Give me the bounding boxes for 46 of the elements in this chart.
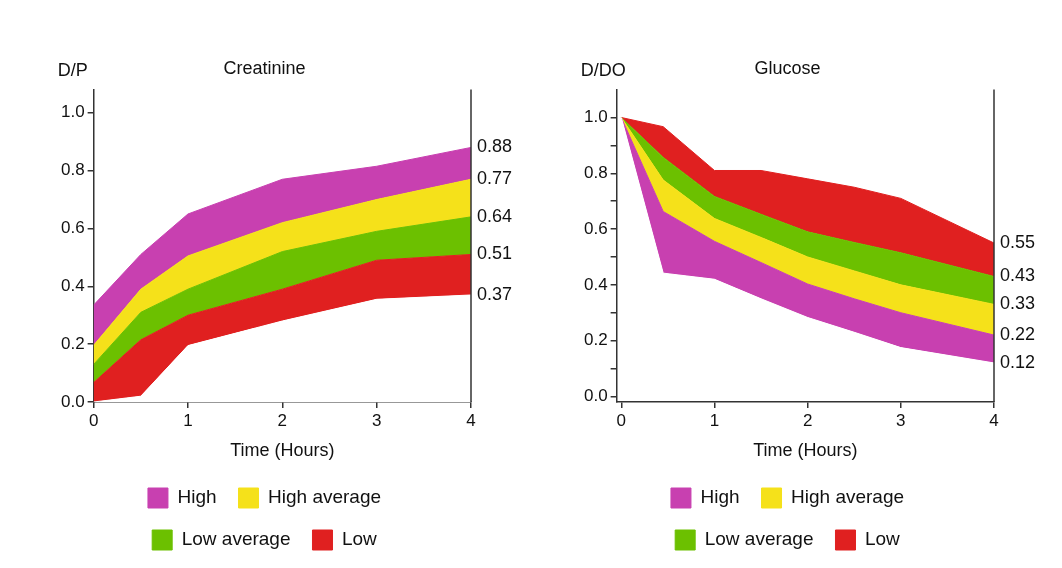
y-tick-label: 0.0 bbox=[583, 386, 608, 406]
y-tick-label: 0.2 bbox=[60, 333, 85, 353]
legend-label: High average bbox=[268, 486, 382, 508]
y-tick-label: 0.8 bbox=[583, 162, 608, 182]
y-tick-label: 0.6 bbox=[583, 218, 608, 238]
x-tick-label: 1 bbox=[183, 410, 193, 430]
legend-label: High bbox=[700, 486, 740, 508]
x-tick-label: 0 bbox=[616, 410, 627, 430]
x-tick-label: 4 bbox=[989, 410, 999, 430]
y-axis-title: D/P bbox=[57, 59, 88, 80]
y-tick-label: 1.0 bbox=[583, 107, 608, 127]
x-axis-title: Time (Hours) bbox=[753, 440, 858, 461]
chart-title: Creatinine bbox=[223, 57, 306, 78]
legend-label: Low bbox=[864, 528, 901, 550]
legend-label: Low average bbox=[181, 528, 291, 550]
text: 0.12 bbox=[1000, 351, 1036, 372]
text: 0.88 bbox=[477, 136, 513, 157]
legend-label: Low average bbox=[704, 528, 814, 550]
legend-label: High bbox=[177, 486, 217, 508]
x-tick-label: 0 bbox=[88, 410, 99, 430]
y-tick-label: 0.0 bbox=[60, 391, 85, 411]
x-tick-label: 3 bbox=[371, 410, 382, 430]
y-tick-label: 0.4 bbox=[583, 274, 608, 294]
x-axis-title: Time (Hours) bbox=[230, 440, 335, 461]
y-tick-label: 0.2 bbox=[583, 330, 608, 350]
text: 0.37 bbox=[477, 283, 513, 304]
text: 0.43 bbox=[1000, 265, 1036, 286]
y-tick-label: 0.8 bbox=[60, 160, 85, 180]
legend-label: High average bbox=[791, 486, 905, 508]
x-tick-label: 1 bbox=[709, 410, 720, 430]
x-tick-label: 2 bbox=[802, 410, 813, 430]
legend-label: Low bbox=[341, 528, 378, 550]
y-tick-label: 0.4 bbox=[60, 275, 85, 295]
text: 0.64 bbox=[477, 205, 513, 226]
text: 0.33 bbox=[1000, 293, 1036, 314]
text: 0.22 bbox=[1000, 324, 1036, 345]
y-tick-label: 1.0 bbox=[60, 102, 85, 122]
x-tick-label: 2 bbox=[277, 410, 288, 430]
x-tick-label: 3 bbox=[896, 410, 906, 430]
text: 0.55 bbox=[1000, 231, 1036, 252]
text: 0.77 bbox=[477, 168, 513, 189]
text: 0.51 bbox=[477, 243, 513, 264]
y-tick-label: 0.6 bbox=[60, 218, 85, 238]
x-tick-label: 4 bbox=[466, 410, 476, 430]
chart-title: Glucose bbox=[754, 57, 821, 78]
y-axis-title: D/DO bbox=[580, 59, 626, 80]
